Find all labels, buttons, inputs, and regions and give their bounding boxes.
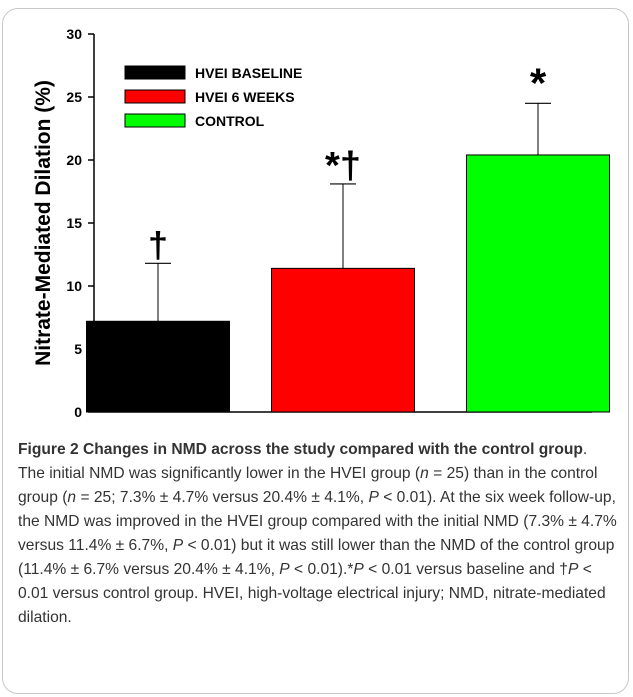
y-tick-label: 5 (74, 341, 82, 357)
caption-italic-n: n (420, 465, 429, 482)
significance-marker: *† (325, 145, 361, 187)
caption-label: Figure 2 Changes in NMD across the study… (18, 441, 583, 458)
caption-italic-p: P (172, 537, 184, 554)
significance-marker: * (530, 59, 547, 106)
significance-marker: † (148, 224, 168, 265)
caption-text: < 0.01) but it was still lower than the … (18, 537, 615, 578)
caption-text: . The initial NMD was significantly lowe… (18, 441, 588, 482)
figure-frame (2, 8, 629, 694)
y-tick-label: 15 (66, 215, 82, 231)
legend-label: HVEI 6 WEEKS (195, 89, 295, 105)
y-tick-label: 25 (66, 89, 82, 105)
caption-text: < 0.01 versus control group. HVEI, high-… (18, 561, 606, 626)
y-tick-label: 10 (66, 278, 82, 294)
caption-text: < 0.01). At the six week follow-up, the … (18, 489, 617, 554)
y-tick-label: 20 (66, 152, 82, 168)
caption-text: < 0.01).* (289, 561, 354, 578)
caption-italic-p: P (567, 561, 579, 578)
caption-italic-p: P (368, 489, 379, 506)
caption-italic-p: P (279, 561, 290, 578)
bar (86, 320, 230, 413)
figure-caption: Figure 2 Changes in NMD across the study… (18, 438, 618, 630)
bar (271, 267, 415, 413)
caption-text: = 25; 7.3% ± 4.7% versus 20.4% ± 4.1%, (76, 489, 369, 506)
bar (466, 154, 610, 413)
caption-italic-n: n (67, 489, 77, 506)
legend-swatch (124, 89, 186, 104)
caption-text: = 25) than in the control group ( (18, 465, 598, 506)
y-tick-label: 0 (74, 404, 82, 420)
legend-label: HVEI BASELINE (195, 65, 302, 81)
caption-italic-p: P (353, 561, 364, 578)
legend-swatch (124, 113, 186, 128)
caption-text: < 0.01 versus baseline and † (363, 561, 568, 578)
y-axis-label: Nitrate-Mediated Dilation (%) (32, 80, 55, 366)
legend-swatch (124, 65, 186, 80)
bar-chart: 0 5 10 15 20 25 30 Nitrate-Mediated Dilation (%… (32, 26, 610, 420)
y-tick-label: 30 (66, 26, 82, 42)
legend-label: CONTROL (195, 113, 265, 129)
